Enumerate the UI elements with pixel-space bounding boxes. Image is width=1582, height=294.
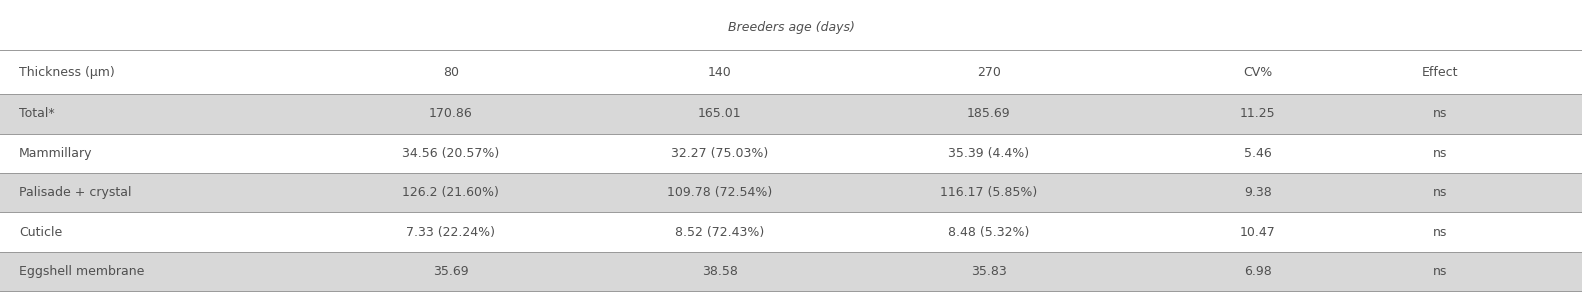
Text: 116.17 (5.85%): 116.17 (5.85%) — [940, 186, 1038, 199]
Text: Effect: Effect — [1421, 66, 1459, 79]
Text: 80: 80 — [443, 66, 459, 79]
Text: 170.86: 170.86 — [429, 108, 473, 121]
Text: Thickness (μm): Thickness (μm) — [19, 66, 115, 79]
Text: CV%: CV% — [1243, 66, 1272, 79]
Text: 32.27 (75.03%): 32.27 (75.03%) — [671, 147, 769, 160]
Text: 7.33 (22.24%): 7.33 (22.24%) — [407, 225, 495, 238]
Text: Mammillary: Mammillary — [19, 147, 92, 160]
Text: 8.52 (72.43%): 8.52 (72.43%) — [676, 225, 764, 238]
Text: Cuticle: Cuticle — [19, 225, 62, 238]
Text: ns: ns — [1432, 186, 1448, 199]
Text: 6.98: 6.98 — [1243, 265, 1272, 278]
Text: 9.38: 9.38 — [1243, 186, 1272, 199]
Text: 126.2 (21.60%): 126.2 (21.60%) — [402, 186, 500, 199]
Text: 109.78 (72.54%): 109.78 (72.54%) — [668, 186, 772, 199]
Text: ns: ns — [1432, 225, 1448, 238]
Text: ns: ns — [1432, 265, 1448, 278]
Text: 185.69: 185.69 — [967, 108, 1011, 121]
Text: 11.25: 11.25 — [1240, 108, 1275, 121]
Text: 270: 270 — [976, 66, 1001, 79]
Text: Eggshell membrane: Eggshell membrane — [19, 265, 144, 278]
Text: 165.01: 165.01 — [698, 108, 742, 121]
Text: Total*: Total* — [19, 108, 55, 121]
Bar — [0, 173, 1582, 212]
Text: 35.39 (4.4%): 35.39 (4.4%) — [948, 147, 1030, 160]
Text: 5.46: 5.46 — [1243, 147, 1272, 160]
Text: 38.58: 38.58 — [702, 265, 737, 278]
Text: Palisade + crystal: Palisade + crystal — [19, 186, 131, 199]
Text: 10.47: 10.47 — [1240, 225, 1275, 238]
Bar — [0, 94, 1582, 134]
Text: 35.69: 35.69 — [433, 265, 468, 278]
Text: ns: ns — [1432, 147, 1448, 160]
Text: 140: 140 — [707, 66, 732, 79]
Text: 8.48 (5.32%): 8.48 (5.32%) — [948, 225, 1030, 238]
Text: Breeders age (days): Breeders age (days) — [728, 21, 854, 34]
Text: 34.56 (20.57%): 34.56 (20.57%) — [402, 147, 500, 160]
Text: 35.83: 35.83 — [971, 265, 1006, 278]
Text: ns: ns — [1432, 108, 1448, 121]
Bar — [0, 252, 1582, 291]
